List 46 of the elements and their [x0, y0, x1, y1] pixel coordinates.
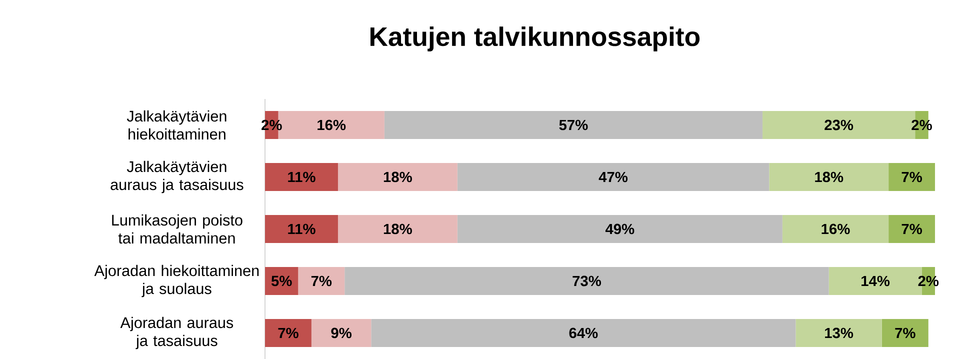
bar [457, 214, 782, 243]
bar [769, 162, 889, 191]
bar [265, 318, 312, 347]
bar [796, 318, 882, 347]
data-label: 7% [278, 328, 298, 338]
data-label: 7% [311, 276, 332, 286]
bar [338, 162, 458, 191]
data-label: 18% [384, 172, 412, 182]
bar [371, 318, 796, 347]
bar [338, 214, 458, 243]
y-tick-label: Jalkakäytävien auraus ja tasaisuus [110, 160, 244, 194]
y-tick-label: Lumikasojen poisto tai madaltaminen [112, 214, 242, 244]
data-label: 23% [824, 120, 854, 130]
data-label: 13% [825, 328, 854, 338]
data-label: 11% [288, 172, 316, 182]
data-label: 7% [902, 224, 922, 234]
bar [265, 162, 338, 191]
bar [888, 214, 935, 243]
data-label: 5% [271, 276, 292, 286]
bar [384, 110, 763, 139]
data-label: 14% [862, 276, 890, 286]
bar [344, 266, 829, 295]
data-label: 64% [569, 328, 598, 338]
data-label: 7% [895, 328, 916, 338]
data-label: 18% [384, 224, 412, 234]
bar [888, 162, 935, 191]
y-tick-label: Ajoradan auraus ja tasaisuus [120, 316, 234, 350]
data-label: 47% [598, 172, 628, 182]
data-label: 11% [288, 224, 316, 234]
data-label: 18% [815, 172, 844, 182]
data-label: 16% [318, 120, 346, 130]
data-label: 57% [559, 120, 588, 130]
data-label: 7% [902, 172, 922, 182]
bar [457, 162, 770, 191]
data-label: 16% [822, 224, 850, 234]
bar [882, 318, 928, 347]
data-label: 73% [572, 276, 602, 286]
y-tick-label: Ajoradan hiekoittaminen ja suolaus [94, 264, 259, 298]
data-label: 9% [331, 328, 352, 338]
bar [298, 266, 345, 295]
data-label: 49% [605, 224, 634, 234]
chart-title: Katujen talvikunnossapito [370, 26, 700, 52]
bar [311, 318, 372, 347]
bar [782, 214, 889, 243]
bar [265, 214, 338, 243]
y-tick-label: Jalkakäytävien hiekoittaminen [126, 110, 226, 140]
